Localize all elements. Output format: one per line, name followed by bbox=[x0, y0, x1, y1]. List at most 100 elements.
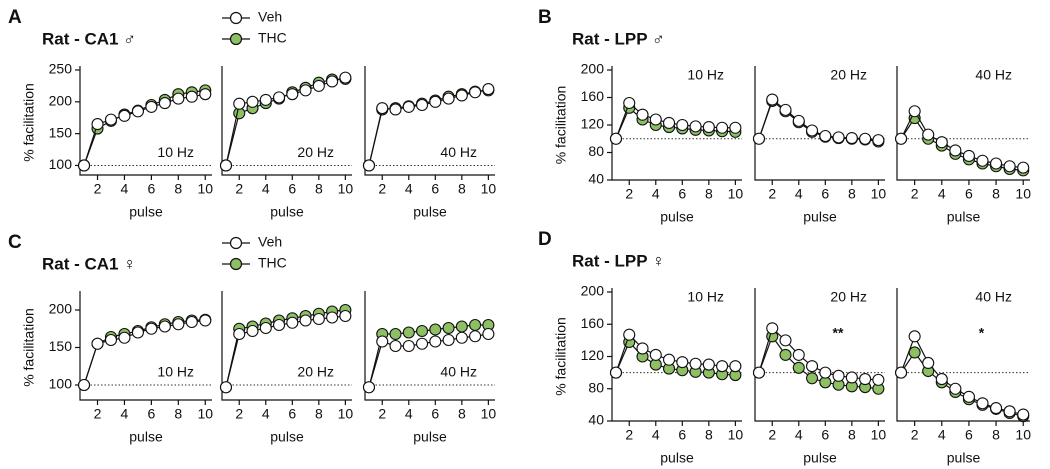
y-tick-label: 250 bbox=[49, 61, 73, 77]
data-point bbox=[729, 121, 742, 134]
data-point bbox=[482, 327, 495, 341]
series-line bbox=[615, 333, 736, 373]
y-tick-label: 80 bbox=[588, 379, 604, 395]
x-tick-label: 4 bbox=[262, 181, 270, 197]
x-axis-label: pulse bbox=[413, 204, 447, 220]
data-point bbox=[104, 333, 118, 347]
data-point bbox=[766, 322, 779, 335]
data-point bbox=[922, 356, 935, 370]
data-point bbox=[845, 132, 858, 145]
data-point bbox=[792, 114, 805, 127]
data-point bbox=[415, 98, 429, 112]
data-point bbox=[91, 337, 104, 350]
data-point bbox=[185, 315, 198, 329]
y-tick-label: 200 bbox=[581, 61, 605, 77]
data-point bbox=[819, 366, 832, 379]
data-point bbox=[158, 320, 171, 333]
x-axis-label: pulse bbox=[660, 209, 694, 225]
x-tick-label: 10 bbox=[728, 186, 744, 202]
data-point bbox=[779, 348, 792, 361]
y-tick-label: 120 bbox=[581, 116, 605, 132]
data-point bbox=[832, 131, 845, 144]
data-point bbox=[455, 331, 468, 344]
series-line bbox=[83, 319, 206, 386]
data-point bbox=[259, 93, 272, 106]
x-tick-label: 2 bbox=[378, 181, 386, 197]
axes bbox=[79, 66, 212, 176]
data-point bbox=[442, 333, 455, 347]
data-point bbox=[312, 312, 325, 326]
data-point bbox=[389, 327, 402, 341]
data-point bbox=[376, 335, 389, 348]
series-line bbox=[758, 327, 879, 381]
data-point bbox=[805, 372, 819, 385]
x-tick-label: 2 bbox=[911, 186, 919, 202]
data-point bbox=[429, 335, 442, 348]
data-point bbox=[402, 100, 415, 113]
data-point bbox=[716, 360, 729, 373]
axes bbox=[611, 66, 742, 181]
data-point bbox=[990, 157, 1003, 170]
x-tick-label: 10 bbox=[338, 406, 354, 422]
y-tick-label: 40 bbox=[588, 171, 604, 187]
data-point bbox=[689, 120, 702, 133]
data-point bbox=[145, 100, 158, 113]
data-point bbox=[752, 366, 766, 379]
series-line bbox=[758, 98, 879, 141]
data-point bbox=[662, 116, 676, 129]
legend-label: THC bbox=[258, 255, 287, 271]
x-axis-label: pulse bbox=[947, 450, 981, 466]
data-point bbox=[455, 89, 468, 102]
data-point bbox=[702, 121, 715, 134]
x-tick-label: 6 bbox=[431, 181, 439, 197]
data-point bbox=[469, 86, 482, 99]
data-point bbox=[272, 318, 286, 332]
subplot-label: 10 Hz bbox=[157, 144, 194, 160]
data-point bbox=[649, 113, 662, 126]
data-point bbox=[118, 109, 131, 122]
axes bbox=[364, 291, 495, 401]
y-axis-label: % facilitation bbox=[21, 83, 37, 162]
data-point bbox=[442, 92, 455, 105]
axes bbox=[221, 66, 352, 176]
x-axis-label: pulse bbox=[129, 429, 163, 445]
data-point bbox=[805, 124, 819, 137]
x-tick-label: 2 bbox=[768, 427, 776, 443]
x-tick-label: 4 bbox=[121, 181, 129, 197]
data-point bbox=[145, 322, 158, 335]
data-point bbox=[389, 339, 402, 353]
subplot-label: 10 Hz bbox=[157, 364, 194, 380]
x-tick-label: 10 bbox=[728, 427, 744, 443]
x-tick-label: 8 bbox=[705, 427, 713, 443]
series-line bbox=[900, 334, 1024, 416]
data-point bbox=[766, 93, 779, 106]
data-point bbox=[339, 309, 352, 323]
x-tick-label: 4 bbox=[121, 406, 129, 422]
data-point bbox=[482, 83, 495, 96]
data-point bbox=[976, 154, 989, 167]
data-point bbox=[246, 324, 259, 338]
series-line bbox=[615, 101, 736, 139]
data-point bbox=[429, 95, 442, 108]
x-tick-label: 8 bbox=[174, 181, 182, 197]
y-tick-label: 200 bbox=[49, 301, 73, 317]
data-point bbox=[832, 369, 845, 382]
x-tick-label: 6 bbox=[147, 406, 155, 422]
data-point bbox=[172, 318, 185, 331]
panel-title: Rat - CA1 ♂ bbox=[42, 29, 136, 48]
y-tick-label: 200 bbox=[581, 283, 605, 299]
x-tick-label: 8 bbox=[315, 406, 323, 422]
series-line bbox=[225, 77, 346, 166]
x-tick-label: 2 bbox=[235, 406, 243, 422]
data-point bbox=[908, 346, 921, 359]
y-tick-label: 160 bbox=[581, 88, 605, 104]
series-line bbox=[368, 333, 489, 388]
data-point bbox=[935, 373, 948, 386]
data-point bbox=[259, 321, 272, 335]
annotation: ** bbox=[833, 325, 844, 341]
series-line bbox=[368, 324, 489, 388]
axes bbox=[896, 288, 1030, 422]
x-tick-label: 8 bbox=[992, 186, 1000, 202]
y-axis-label: % facilitation bbox=[553, 86, 569, 165]
